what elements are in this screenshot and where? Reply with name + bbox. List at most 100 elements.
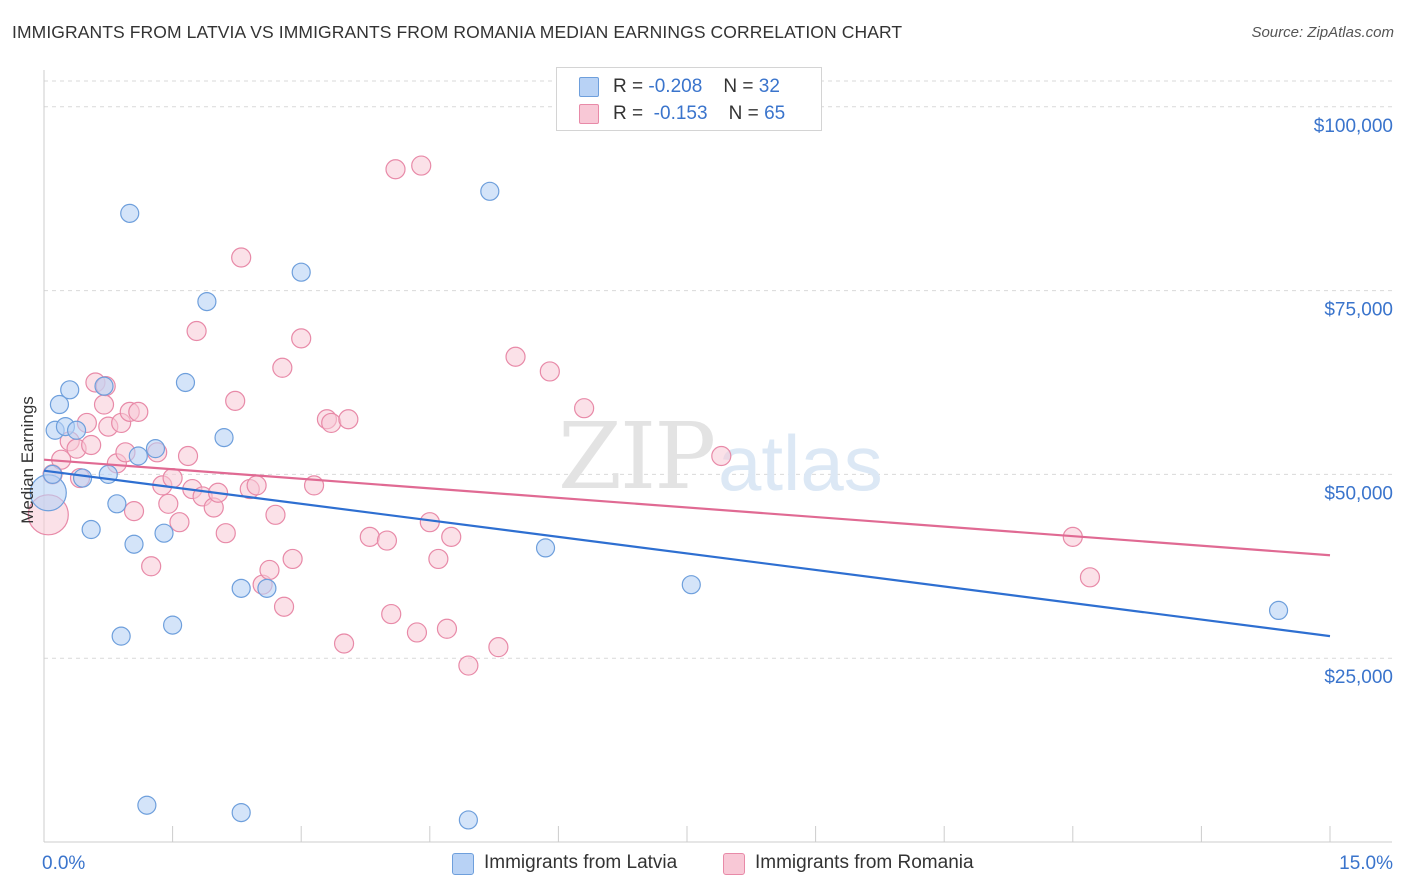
point-latvia-23 <box>231 802 251 823</box>
point-romania-64 <box>333 633 355 654</box>
point-romania-22 <box>162 467 183 489</box>
point-romania-61 <box>1079 567 1101 588</box>
point-romania-39 <box>282 548 303 570</box>
y-axis-label: Median Earnings <box>18 396 37 524</box>
correlation-legend: R = -0.208 N = 32 R = -0.153 N = 65 <box>556 67 822 131</box>
point-latvia-3 <box>49 394 70 415</box>
legend-latvia-n-value: 32 <box>758 76 780 97</box>
legend-romania-n-label: N = <box>728 103 759 124</box>
bottom-legend-swatch-latvia <box>452 853 474 875</box>
point-latvia-27 <box>458 810 478 830</box>
legend-romania-r-value: -0.153 <box>653 103 708 124</box>
point-romania-32 <box>231 247 252 268</box>
point-romania-49 <box>406 622 428 643</box>
point-latvia-15 <box>128 446 148 466</box>
point-latvia-18 <box>154 523 174 543</box>
point-latvia-8 <box>81 519 101 540</box>
point-romania-34 <box>246 475 267 496</box>
point-romania-23 <box>169 512 190 533</box>
point-latvia-30 <box>681 575 701 595</box>
point-latvia-28 <box>480 181 500 201</box>
point-romania-38 <box>272 357 293 378</box>
point-latvia-24 <box>231 578 251 598</box>
point-latvia-7 <box>72 468 93 488</box>
series-latvia-points <box>29 181 1289 830</box>
y-tick-label-1: $50,000 <box>1324 483 1393 504</box>
x-tick-label-1: 15.0% <box>1339 853 1393 874</box>
legend-romania-r-label: R = <box>613 103 644 124</box>
axes <box>43 70 1392 843</box>
tick-labels: $25,000 $50,000 $75,000 $100,000 0.0% 15.0% <box>42 116 1393 874</box>
point-latvia-13 <box>120 203 140 223</box>
point-latvia-31 <box>1268 600 1289 621</box>
watermark: ZIP atlas <box>558 403 883 510</box>
point-romania-21 <box>158 493 179 514</box>
point-latvia-22 <box>214 428 234 448</box>
point-romania-51 <box>428 548 449 570</box>
point-romania-24 <box>177 445 199 467</box>
point-romania-57 <box>539 361 560 382</box>
point-romania-17 <box>128 401 149 422</box>
legend-swatch-romania <box>579 104 599 124</box>
point-romania-58 <box>574 398 595 419</box>
point-romania-18 <box>141 556 162 577</box>
bottom-legend-label-latvia: Immigrants from Latvia <box>484 852 678 873</box>
point-romania-45 <box>359 526 380 547</box>
point-romania-46 <box>376 530 398 551</box>
point-romania-56 <box>505 346 526 367</box>
bottom-legend-label-romania: Immigrants from Romania <box>755 852 974 873</box>
trend-line-latvia <box>43 469 1331 638</box>
point-romania-59 <box>711 445 732 467</box>
point-romania-54 <box>458 655 479 676</box>
chart-source: Source: ZipAtlas.com <box>1251 24 1394 41</box>
point-romania-52 <box>436 618 458 639</box>
point-romania-36 <box>259 559 280 581</box>
legend-latvia-r-label: R = <box>613 76 644 97</box>
point-latvia-16 <box>137 795 157 815</box>
point-romania-43 <box>321 412 342 434</box>
point-romania-55 <box>488 637 509 658</box>
watermark-atlas: atlas <box>718 419 883 507</box>
point-romania-53 <box>441 526 462 547</box>
point-latvia-29 <box>535 538 556 558</box>
point-romania-26 <box>186 320 207 342</box>
y-tick-label-0: $25,000 <box>1324 667 1393 688</box>
point-romania-31 <box>225 390 246 411</box>
grid-lines <box>44 80 1392 659</box>
chart-title: IMMIGRANTS FROM LATVIA VS IMMIGRANTS FRO… <box>12 22 903 42</box>
legend-latvia-n-label: N = <box>723 76 754 97</box>
point-romania-48 <box>385 159 406 180</box>
point-romania-9 <box>93 394 115 415</box>
point-romania-30 <box>215 523 236 544</box>
point-romania-40 <box>291 328 312 349</box>
point-romania-37 <box>265 504 286 525</box>
point-romania-7 <box>81 434 102 456</box>
bottom-legend-swatch-romania <box>723 853 745 875</box>
watermark-zip: ZIP <box>558 403 714 510</box>
point-latvia-1 <box>42 464 63 484</box>
series-romania-points <box>27 155 1101 676</box>
point-latvia-9 <box>94 376 114 396</box>
point-romania-47 <box>381 603 402 625</box>
point-latvia-11 <box>107 494 127 514</box>
y-tick-label-2: $75,000 <box>1324 300 1393 321</box>
point-latvia-19 <box>163 615 183 635</box>
trend-lines <box>43 458 1331 638</box>
point-latvia-6 <box>66 420 87 440</box>
point-latvia-26 <box>291 262 311 282</box>
point-latvia-25 <box>257 578 277 598</box>
y-tick-label-3: $100,000 <box>1314 116 1393 137</box>
point-romania-63 <box>411 155 432 176</box>
trend-line-romania <box>43 458 1331 557</box>
point-latvia-21 <box>197 292 217 312</box>
point-latvia-12 <box>111 626 131 646</box>
point-romania-62 <box>273 596 295 617</box>
legend-latvia-r-value: -0.208 <box>648 76 703 97</box>
point-romania-44 <box>338 409 359 430</box>
point-latvia-14 <box>124 534 144 554</box>
legend-romania-n-value: 65 <box>764 103 786 124</box>
point-romania-16 <box>123 501 145 522</box>
legend-swatch-latvia <box>579 77 599 97</box>
point-latvia-17 <box>145 439 166 459</box>
